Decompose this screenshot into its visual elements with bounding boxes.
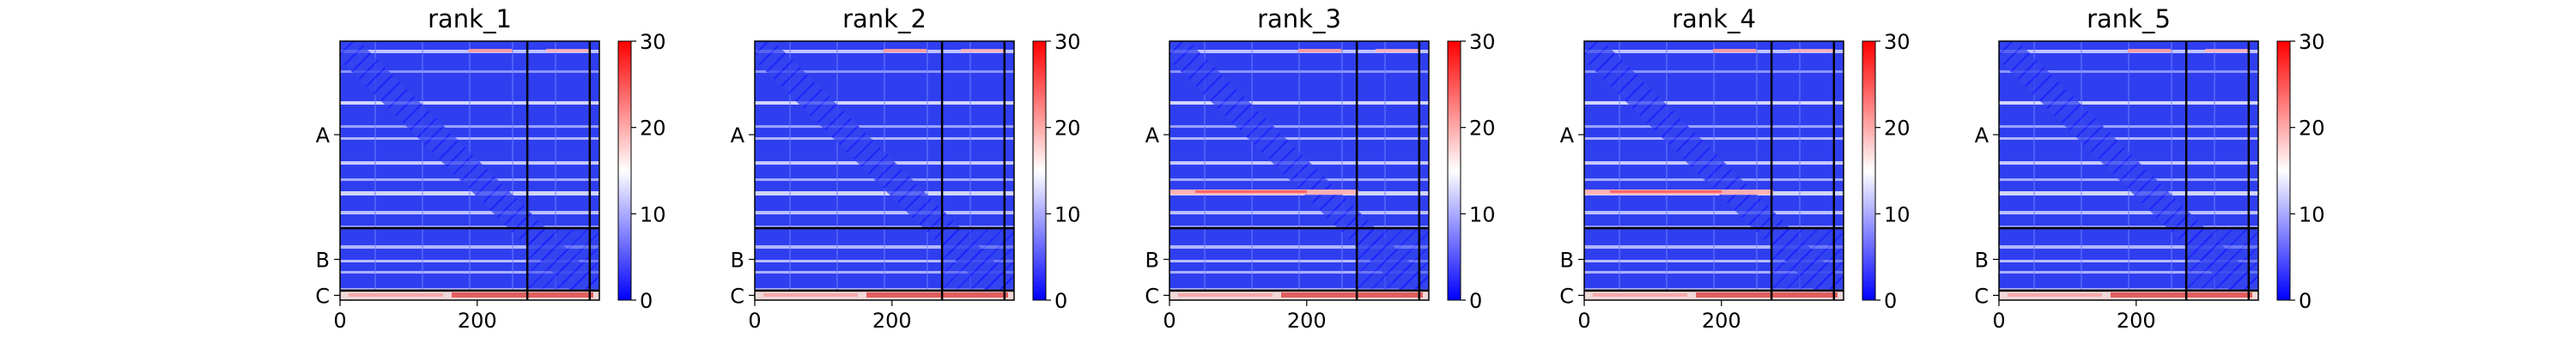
chain-label-a: A [1975,123,1990,147]
chain-label-a: A [1560,123,1575,147]
chain-label-b: B [1145,248,1159,272]
chain-label-a: A [731,123,745,147]
colorbar-tick-label: 0 [1884,289,1897,313]
panel-title: rank_1 [428,4,512,33]
panel-title: rank_4 [1672,4,1756,33]
heatmap-image [1999,41,2258,300]
heatmap-image [1170,41,1429,300]
colorbar-tick-label: 20 [2299,117,2325,141]
colorbar-tick-label: 0 [2299,289,2312,313]
heatmap-image [340,41,599,300]
panel-title: rank_2 [842,4,927,33]
chain-label-b: B [1975,248,1989,272]
heatmap-frame [1169,40,1430,301]
colorbar-tick-label: 10 [1469,202,1496,226]
colorbar-tick-label: 0 [640,289,653,313]
heatmap-frame [1583,40,1844,301]
panel-title: rank_5 [2087,4,2171,33]
colorbar-tick-label: 20 [1884,117,1911,141]
heatmap-frame [339,40,600,301]
colorbar-tick-label: 10 [1884,202,1911,226]
colorbar-tick-label: 10 [1054,202,1081,226]
colorbar-tick-label: 20 [640,117,666,141]
chain-label-c: C [1559,284,1574,308]
colorbar-tick-label: 20 [1054,117,1081,141]
x-tick-label: 200 [458,309,497,333]
heatmap-image [755,41,1014,300]
heatmap-frame [1998,40,2259,301]
colorbar [2276,40,2291,301]
chain-label-b: B [1560,248,1574,272]
chain-label-c: C [1145,284,1159,308]
chain-label-b: B [731,248,744,272]
colorbar [617,40,632,301]
chain-label-a: A [316,123,331,147]
colorbar-tick-label: 30 [640,30,666,54]
colorbar-tick-label: 30 [2299,30,2325,54]
panel-title: rank_3 [1257,4,1341,33]
x-tick-label: 200 [1702,309,1741,333]
colorbar-tick-label: 10 [2299,202,2325,226]
x-tick-label: 0 [1992,309,2005,333]
chain-label-a: A [1145,123,1160,147]
colorbar-tick-label: 10 [640,202,666,226]
x-tick-label: 0 [1163,309,1176,333]
colorbar-tick-label: 30 [1054,30,1081,54]
x-tick-label: 0 [748,309,761,333]
colorbar [1032,40,1047,301]
colorbar-tick-label: 0 [1469,289,1482,313]
heatmap-image [1584,41,1844,300]
x-tick-label: 0 [333,309,346,333]
colorbar-tick-label: 30 [1884,30,1911,54]
x-tick-label: 0 [1577,309,1590,333]
chain-label-c: C [730,284,744,308]
x-tick-label: 200 [1287,309,1327,333]
chain-label-c: C [315,284,330,308]
colorbar [1447,40,1461,301]
colorbar-tick-label: 20 [1469,117,1496,141]
colorbar-tick-label: 0 [1054,289,1067,313]
colorbar-tick-label: 30 [1469,30,1496,54]
heatmap-frame [754,40,1015,301]
chain-label-c: C [1974,284,1989,308]
x-tick-label: 200 [2117,309,2156,333]
chain-label-b: B [316,248,330,272]
colorbar [1862,40,1876,301]
x-tick-label: 200 [872,309,912,333]
